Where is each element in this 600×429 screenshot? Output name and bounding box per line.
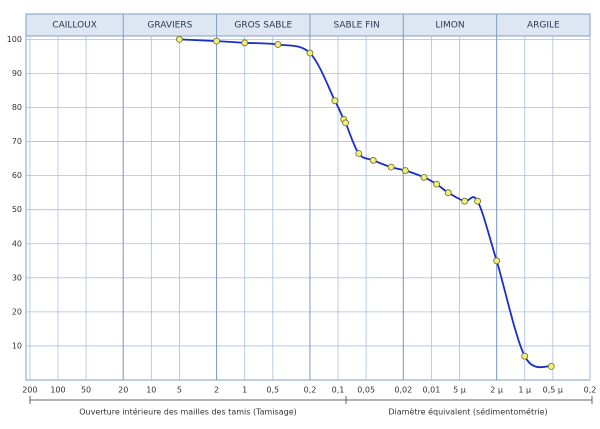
- y-tick-label: 10: [12, 341, 22, 350]
- y-tick-label: 40: [12, 239, 22, 248]
- plot-frame: [25, 13, 591, 381]
- y-tick-label: 20: [12, 307, 22, 316]
- zone-label: GRAVIERS: [147, 21, 192, 31]
- x-tick-label: 1 µ: [518, 386, 531, 395]
- point: [176, 36, 183, 43]
- x-tick-label: 2: [214, 386, 219, 395]
- x-tick-label: 0,5: [266, 386, 279, 395]
- point: [401, 167, 409, 174]
- point: [444, 189, 452, 197]
- point: [274, 41, 282, 48]
- x-tick-label: 0,2: [584, 386, 597, 395]
- point: [355, 150, 363, 157]
- point: [547, 362, 555, 370]
- x-tick-label: 0,5 µ: [543, 386, 563, 395]
- point: [474, 197, 481, 205]
- x-tick-label: 5 µ: [453, 386, 466, 395]
- y-tick-label: 50: [12, 205, 22, 214]
- point: [461, 197, 469, 205]
- point: [342, 119, 349, 127]
- x-tick-label: 20: [118, 386, 128, 395]
- x-label-right: Diamètre équivalent (sédimentométrie): [388, 407, 547, 417]
- x-tick-label: 0,1: [332, 386, 345, 395]
- zone-header: [25, 13, 591, 37]
- x-tick-label: 1: [242, 386, 247, 395]
- x-tick-label: 0,05: [357, 386, 375, 395]
- point: [331, 97, 339, 105]
- y-tick-label: 30: [12, 273, 22, 282]
- zone-label: ARGILE: [527, 21, 560, 31]
- point: [420, 173, 428, 181]
- point: [369, 156, 377, 164]
- x-tick-label: 0,2: [304, 386, 317, 395]
- x-tick-label: 2 µ: [490, 386, 503, 395]
- x-tick-label: 5: [177, 386, 182, 395]
- point: [213, 37, 220, 45]
- zone-label: SABLE FIN: [333, 21, 379, 31]
- y-tick-label: 100: [7, 35, 22, 44]
- point: [521, 352, 529, 360]
- y-tick-label: 70: [12, 137, 22, 146]
- x-label-left: Ouverture intérieure des mailles des tam…: [79, 407, 297, 417]
- y-tick-label: 60: [12, 171, 22, 180]
- x-tick-label: 100: [50, 386, 65, 395]
- y-tick-label: 90: [12, 69, 22, 78]
- point: [241, 39, 249, 47]
- zone-label: LIMON: [435, 21, 464, 31]
- x-tick-label: 200: [22, 386, 37, 395]
- point: [306, 49, 314, 57]
- x-tick-label: 0,02: [394, 386, 412, 395]
- x-tick-label: 10: [146, 386, 156, 395]
- zone-label: GROS SABLE: [234, 21, 292, 31]
- y-tick-label: 80: [12, 103, 22, 112]
- x-tick-label: 0,01: [422, 386, 440, 395]
- point: [387, 163, 395, 171]
- x-tick-label: 50: [81, 386, 91, 395]
- point: [433, 180, 440, 188]
- zone-label: CAILLOUX: [52, 21, 97, 31]
- point: [493, 257, 501, 265]
